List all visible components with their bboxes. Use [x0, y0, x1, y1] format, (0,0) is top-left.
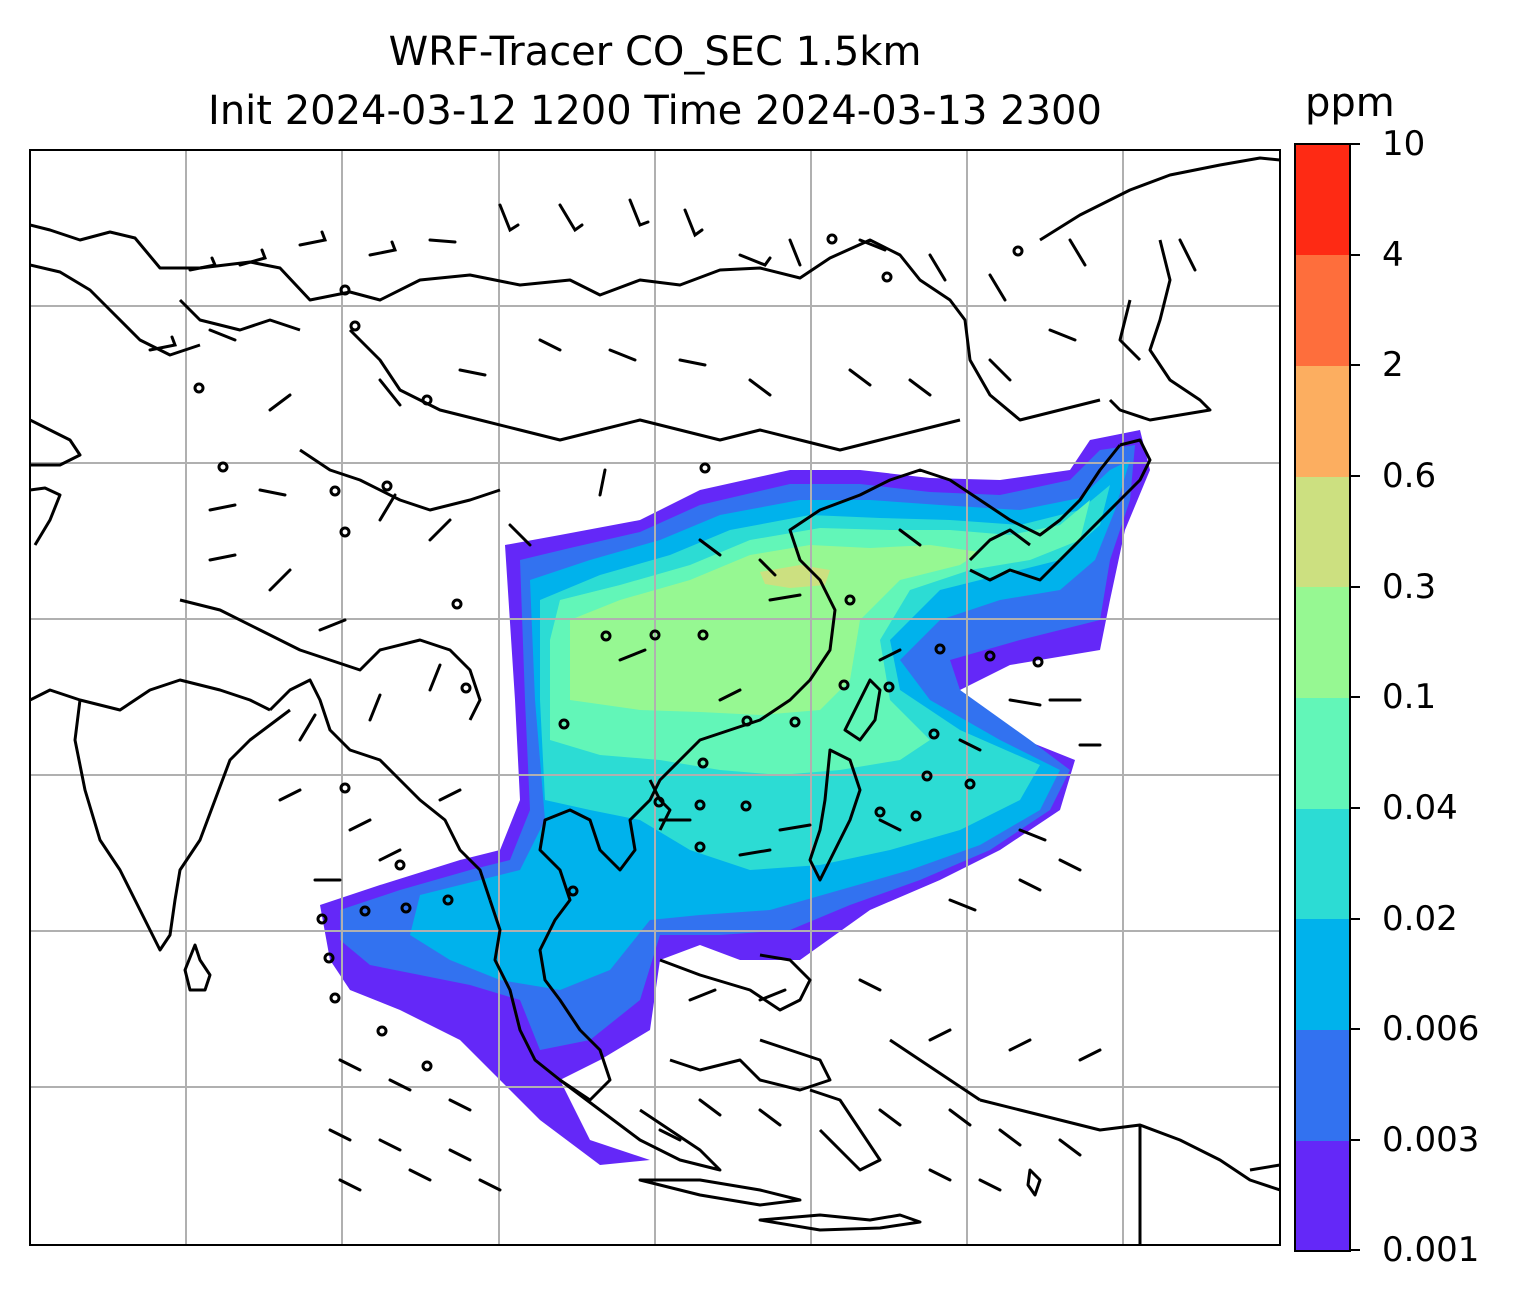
- colorbar-band-4: [1295, 808, 1350, 919]
- coastlines: [30, 156, 1280, 1245]
- gridlines: [30, 150, 1280, 1245]
- colorbar-band-2: [1295, 1030, 1350, 1141]
- colorbar-band-10: [1295, 144, 1350, 255]
- colorbar: [1294, 143, 1360, 1252]
- colorbar-tick-label: 0.02: [1382, 899, 1458, 939]
- colorbar-band-9: [1295, 255, 1350, 366]
- map-frame: [29, 149, 1281, 1246]
- map-subtitle: Init 2024-03-12 1200 Time 2024-03-13 230…: [208, 88, 1102, 134]
- colorbar-band-7: [1295, 476, 1350, 587]
- colorbar-tick-label: 0.04: [1382, 788, 1458, 828]
- colorbar-tick-label: 0.3: [1382, 567, 1437, 607]
- map-title: WRF-Tracer CO_SEC 1.5km: [388, 29, 922, 75]
- colorbar-tick-label: 4: [1382, 235, 1404, 275]
- colorbar-band-1: [1295, 1140, 1350, 1251]
- colorbar-tick-label: 0.001: [1382, 1230, 1480, 1270]
- colorbar-band-8: [1295, 366, 1350, 477]
- colorbar-band-5: [1295, 698, 1350, 809]
- tracer-field: [30, 150, 1280, 1245]
- colorbar-unit-label: ppm: [1305, 80, 1395, 126]
- colorbar-tick-label: 10: [1382, 124, 1426, 164]
- wind-barbs: [148, 198, 1197, 1192]
- colorbar-tick-label: 0.6: [1382, 456, 1437, 496]
- colorbar-tick-label: 0.006: [1382, 1009, 1480, 1049]
- colorbar-band-3: [1295, 919, 1350, 1030]
- colorbar-band-6: [1295, 587, 1350, 698]
- colorbar-tick-label: 2: [1382, 345, 1404, 385]
- colorbar-tick-label: 0.1: [1382, 677, 1437, 717]
- calm-wind-markers: [193, 233, 1044, 1072]
- colorbar-tick-label: 0.003: [1382, 1120, 1480, 1160]
- colorbar-tick-marks: [1350, 143, 1360, 1251]
- tracer-band-0.1: [570, 545, 980, 715]
